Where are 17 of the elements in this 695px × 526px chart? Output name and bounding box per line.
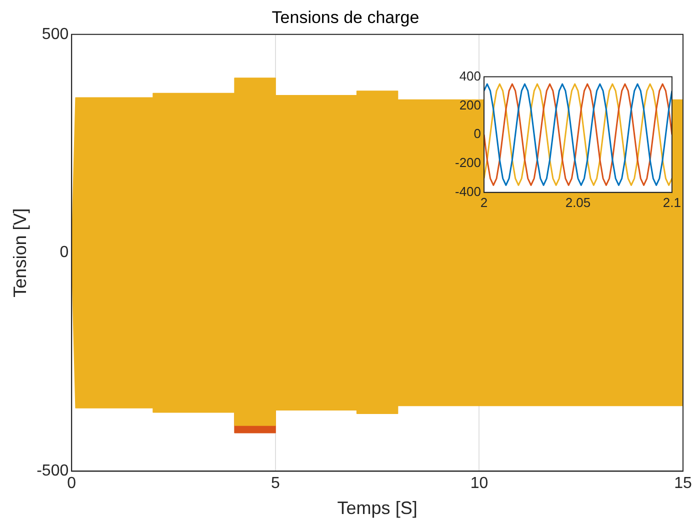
chart-title: Tensions de charge: [272, 8, 420, 27]
x-tick-label: 5: [270, 475, 280, 492]
y-tick-label: -200: [454, 155, 482, 170]
y-tick-label: 200: [459, 97, 482, 112]
y-axis-title: Tension [V]: [10, 208, 30, 298]
x-tick-label: 2.05: [565, 194, 591, 210]
x-tick-label: 15: [674, 475, 692, 492]
y-tick-label: 500: [42, 26, 69, 43]
y-tick-label: -500: [36, 462, 69, 480]
y-tick-label: 0: [474, 126, 482, 142]
x-tick-label: 10: [470, 475, 488, 492]
x-axis-title: Temps [S]: [337, 498, 418, 518]
y-tick-label: -400: [454, 184, 482, 199]
x-tick-label: 2.1: [662, 194, 682, 210]
y-tick-label: 400: [459, 68, 482, 84]
y-tick-label: 0: [60, 244, 69, 262]
x-tick-label: 2: [480, 194, 488, 210]
